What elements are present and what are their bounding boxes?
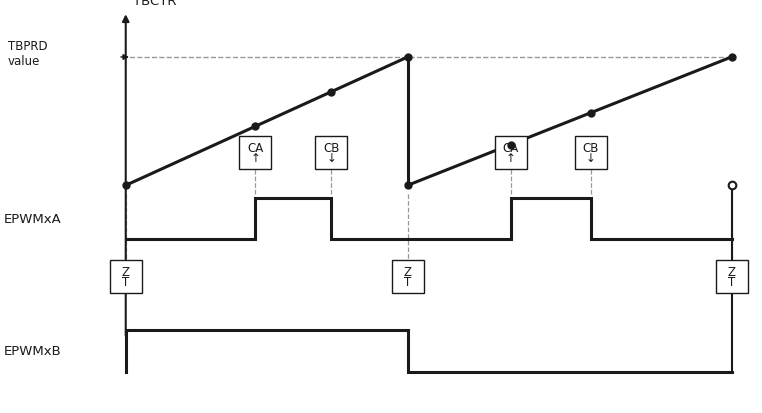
Text: CB: CB bbox=[582, 141, 599, 154]
Text: T: T bbox=[122, 275, 130, 288]
Text: CA: CA bbox=[247, 141, 264, 154]
Text: EPWMxB: EPWMxB bbox=[4, 344, 62, 358]
Text: ↑: ↑ bbox=[506, 151, 515, 164]
Text: Z: Z bbox=[122, 265, 130, 278]
Text: Z: Z bbox=[404, 265, 411, 278]
FancyBboxPatch shape bbox=[716, 260, 748, 293]
FancyBboxPatch shape bbox=[239, 136, 271, 169]
Text: T: T bbox=[404, 275, 411, 288]
Text: ↑: ↑ bbox=[251, 151, 260, 164]
Text: TBPRD
value: TBPRD value bbox=[8, 40, 47, 68]
FancyBboxPatch shape bbox=[315, 136, 347, 169]
Text: ↓: ↓ bbox=[586, 151, 595, 164]
FancyBboxPatch shape bbox=[392, 260, 424, 293]
FancyBboxPatch shape bbox=[575, 136, 607, 169]
Text: Z: Z bbox=[728, 265, 735, 278]
Text: ↓: ↓ bbox=[327, 151, 336, 164]
Text: CA: CA bbox=[502, 141, 519, 154]
Text: TBCTR: TBCTR bbox=[133, 0, 177, 8]
FancyBboxPatch shape bbox=[110, 260, 142, 293]
Text: T: T bbox=[728, 275, 735, 288]
FancyBboxPatch shape bbox=[495, 136, 527, 169]
Text: CB: CB bbox=[323, 141, 340, 154]
Text: EPWMxA: EPWMxA bbox=[4, 212, 62, 225]
